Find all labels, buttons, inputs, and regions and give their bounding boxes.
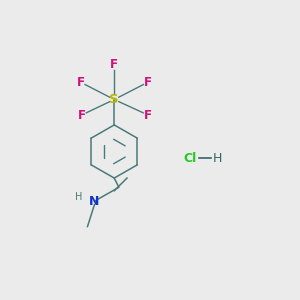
Text: F: F — [110, 58, 118, 71]
Text: H: H — [74, 191, 82, 202]
Text: H: H — [213, 152, 222, 165]
Text: F: F — [78, 109, 86, 122]
Text: N: N — [89, 195, 100, 208]
Text: Cl: Cl — [183, 152, 196, 165]
Text: F: F — [144, 76, 152, 89]
Text: F: F — [144, 109, 152, 122]
Text: F: F — [76, 76, 85, 89]
Text: S: S — [110, 93, 119, 106]
